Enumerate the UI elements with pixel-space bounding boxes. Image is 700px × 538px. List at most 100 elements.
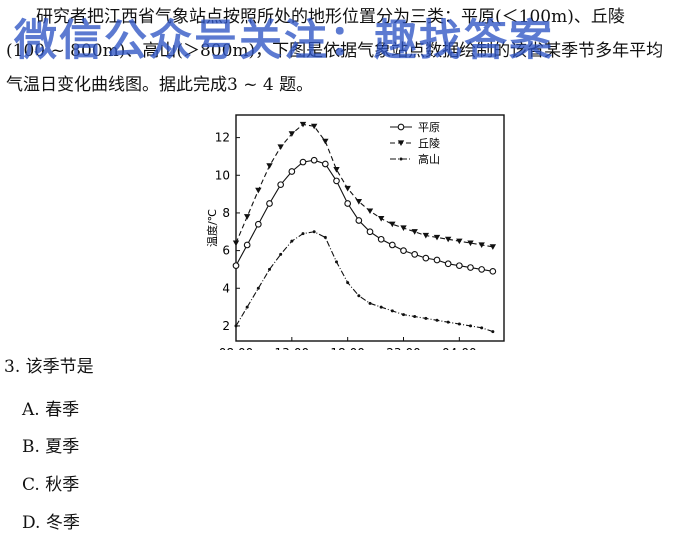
data-point-series-3: [457, 322, 461, 326]
data-point-series-1: [355, 217, 363, 224]
y-tick-label: 6: [222, 244, 230, 258]
option-d[interactable]: D. 冬季: [22, 513, 80, 533]
x-tick-label: 08:00: [219, 346, 254, 350]
data-point-series-1: [400, 247, 407, 254]
data-point-series-3: [268, 267, 271, 271]
data-point-series-1: [344, 200, 352, 207]
data-point-series-3: [435, 318, 439, 322]
legend-marker: [397, 140, 405, 146]
legend-label: 高山: [418, 152, 440, 166]
x-tick-label: 18:00: [330, 346, 365, 350]
data-point-series-1: [377, 235, 385, 243]
data-point-series-1: [243, 241, 251, 249]
data-point-series-3: [279, 252, 283, 256]
option-b[interactable]: B. 夏季: [22, 437, 80, 457]
data-point-series-2: [266, 163, 273, 169]
data-point-series-3: [335, 260, 338, 264]
data-point-series-3: [368, 301, 372, 305]
data-point-series-2: [467, 240, 474, 247]
passage-line-2: (100 ~ 800m)、高山(＞800m)，下图是依据气象站点数据绘制的该省某…: [6, 41, 664, 61]
data-point-series-3: [357, 294, 361, 298]
data-point-series-3: [480, 326, 484, 330]
data-point-series-2: [344, 185, 351, 192]
data-point-series-3: [245, 305, 249, 309]
data-point-series-3: [469, 324, 472, 328]
data-point-series-1: [254, 220, 262, 228]
data-point-series-2: [333, 167, 340, 173]
data-point-series-1: [366, 228, 374, 236]
passage: 研究者把江西省气象站点按照所处的地形位置分为三类：平原(＜100m)、丘陵 (1…: [6, 0, 696, 102]
data-point-series-1: [232, 262, 240, 270]
data-point-series-3: [290, 239, 294, 243]
data-point-series-3: [491, 330, 495, 334]
data-point-series-3: [323, 235, 327, 239]
series-line-3: [235, 231, 494, 333]
data-point-series-2: [255, 187, 262, 194]
data-point-series-2: [355, 199, 363, 205]
data-point-series-3: [234, 324, 238, 328]
data-point-series-1: [310, 156, 318, 164]
data-point-series-2: [400, 225, 407, 231]
y-tick-label: 2: [222, 319, 230, 333]
data-point-series-1: [411, 251, 419, 258]
data-point-series-2: [433, 234, 441, 241]
plot-frame: [235, 114, 505, 342]
question-stem: 3. 该季节是: [4, 357, 94, 377]
data-point-series-2: [322, 138, 329, 145]
data-point-series-1: [277, 181, 285, 189]
data-point-series-2: [277, 144, 284, 151]
data-point-series-1: [455, 262, 463, 270]
data-point-series-2: [478, 242, 485, 248]
passage-line-1: 研究者把江西省气象站点按照所处的地形位置分为三类：平原(＜100m)、丘陵: [36, 7, 625, 27]
data-point-series-2: [232, 240, 240, 247]
data-point-series-1: [299, 158, 307, 166]
data-point-series-2: [299, 121, 307, 128]
data-point-series-1: [333, 177, 340, 185]
data-point-series-1: [422, 254, 430, 262]
data-point-series-2: [456, 238, 463, 245]
legend-label: 丘陵: [418, 137, 440, 150]
data-point-series-3: [301, 232, 305, 236]
data-point-series-2: [288, 131, 296, 137]
data-point-series-3: [346, 281, 350, 285]
data-point-series-3: [446, 320, 450, 324]
y-tick-label: 10: [215, 168, 230, 182]
y-tick-label: 12: [215, 131, 230, 145]
data-point-series-1: [388, 241, 396, 249]
data-point-series-3: [402, 313, 405, 317]
data-point-series-1: [467, 264, 474, 271]
data-point-series-1: [433, 256, 441, 264]
data-point-series-3: [424, 316, 428, 320]
data-point-series-3: [312, 230, 316, 234]
data-point-series-2: [377, 215, 385, 222]
option-c[interactable]: C. 秋季: [22, 475, 80, 495]
data-point-series-1: [478, 266, 486, 273]
series-line-1: [235, 159, 493, 272]
passage-line-3: 气温日变化曲线图。据此完成3 ~ 4 题。: [6, 75, 314, 95]
y-tick-label: 8: [222, 206, 230, 220]
data-point-series-2: [411, 229, 418, 235]
data-point-series-2: [389, 221, 396, 228]
data-point-series-2: [310, 123, 318, 130]
y-tick-label: 4: [222, 281, 230, 295]
data-point-series-3: [413, 315, 417, 319]
data-point-series-2: [489, 244, 497, 250]
data-point-series-1: [321, 160, 329, 168]
legend-marker: [397, 123, 405, 131]
temperature-chart: 2 4 6 8 10 12 08:00 13:00 18:00 23:00 04:00 温度/℃ 平原丘…: [205, 114, 505, 350]
data-point-series-1: [288, 168, 296, 175]
data-point-series-1: [266, 200, 273, 207]
data-point-series-3: [256, 286, 260, 290]
data-point-series-1: [444, 260, 452, 268]
watermark-overlay: 微信公众号关注：趣找答案: [14, 16, 554, 66]
option-a[interactable]: A. 春季: [22, 400, 80, 420]
legend-marker: [399, 157, 403, 161]
data-point-series-2: [366, 208, 374, 215]
legend-label: 平原: [418, 121, 440, 134]
x-tick-label: 04:00: [442, 346, 477, 350]
data-point-series-2: [444, 236, 452, 243]
data-point-series-3: [390, 309, 394, 313]
data-point-series-2: [243, 214, 251, 220]
x-tick-label: 13:00: [275, 346, 310, 350]
y-axis-label: 温度/℃: [205, 209, 219, 247]
